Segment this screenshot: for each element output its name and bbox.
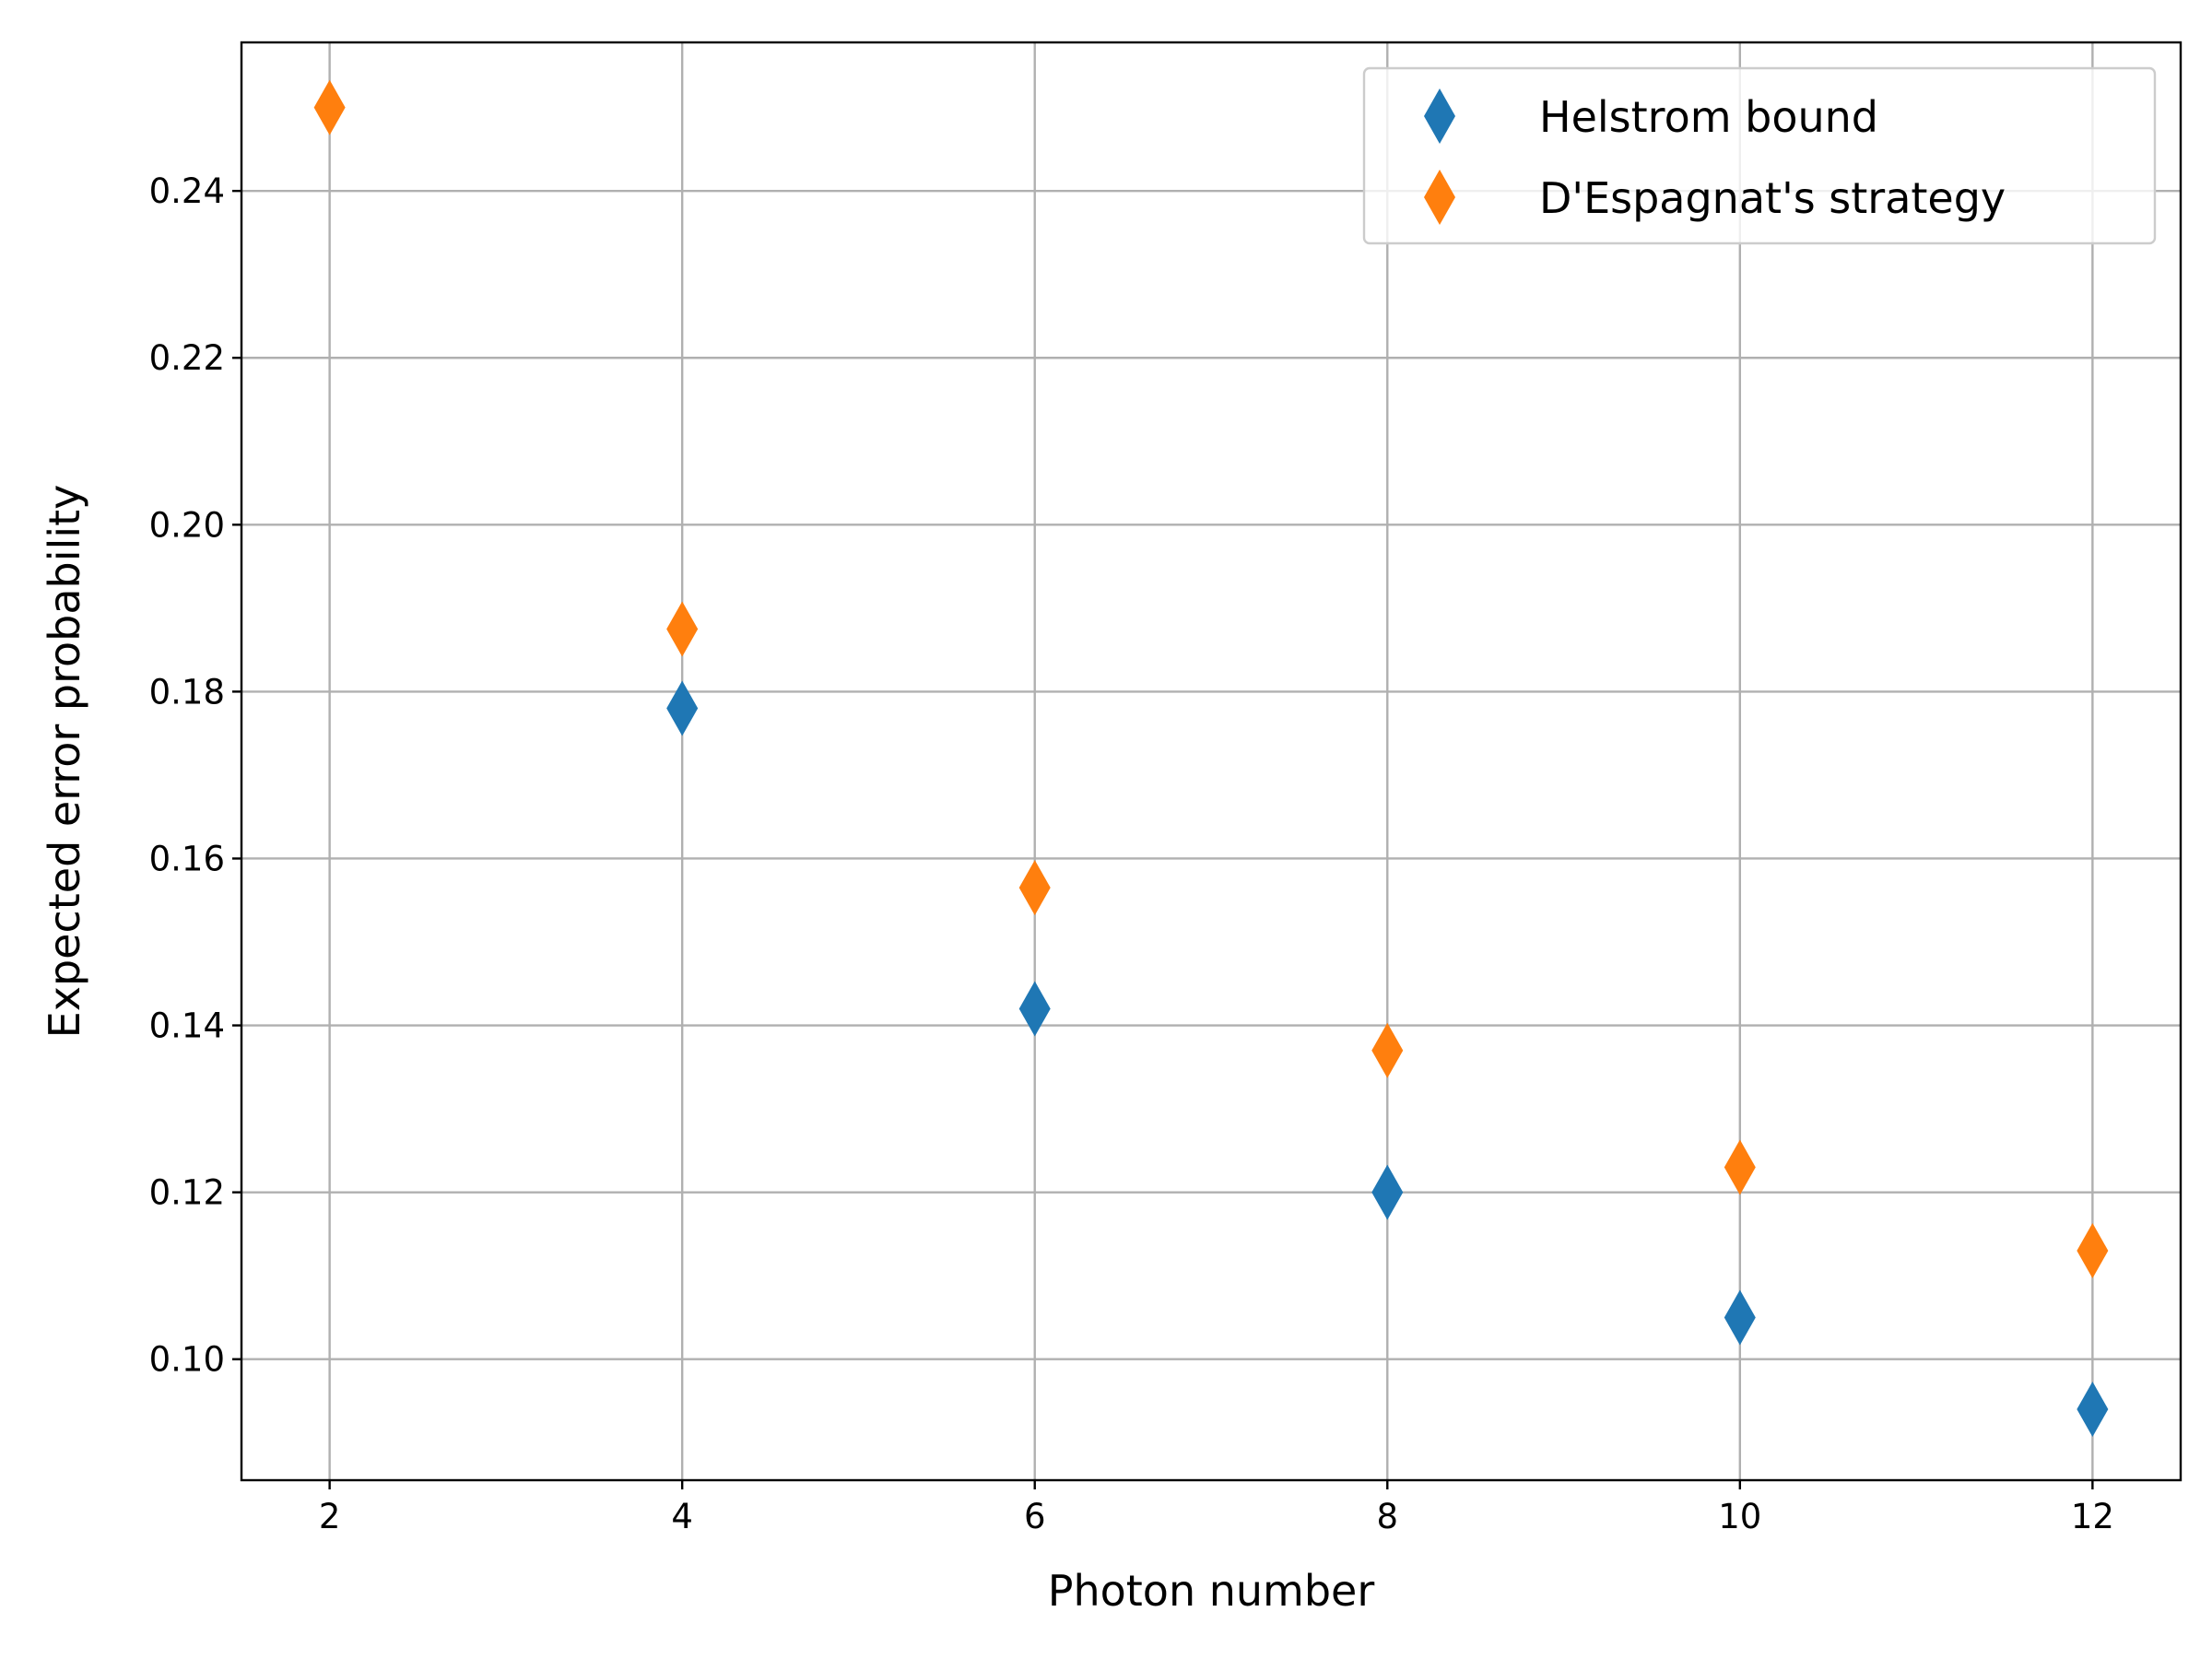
data-point-series-0: [2077, 1382, 2109, 1438]
y-tick-label: 0.22: [149, 338, 225, 378]
x-tick-label: 4: [671, 1497, 693, 1536]
data-point-series-0: [1018, 981, 1051, 1037]
y-tick-label: 0.10: [149, 1340, 225, 1380]
legend-label: D'Espagnat's strategy: [1539, 173, 2006, 223]
x-tick-label: 2: [319, 1497, 341, 1536]
y-tick-label: 0.20: [149, 505, 225, 545]
data-point-series-1: [1018, 860, 1051, 916]
x-tick-label: 12: [2071, 1497, 2114, 1536]
data-point-series-1: [1371, 1022, 1404, 1078]
data-point-series-1: [1724, 1139, 1756, 1195]
data-point-series-1: [313, 79, 346, 135]
y-tick-label: 0.24: [149, 171, 225, 211]
data-markers: [313, 79, 2109, 1438]
x-tick-label: 10: [1718, 1497, 1761, 1536]
data-point-series-1: [666, 601, 699, 657]
plot-frame: [240, 41, 2183, 1482]
y-axis-label: Expected error probability: [40, 485, 89, 1039]
legend-marker: [1424, 88, 1455, 144]
data-point-series-0: [1724, 1289, 1756, 1346]
x-tick-label: 6: [1024, 1497, 1046, 1536]
x-tick-label: 8: [1376, 1497, 1398, 1536]
legend-box: [1362, 66, 2157, 245]
axis-ticks: 2 4 6 8 10 12 0.10 0.12 0.14 0.16 0.18 0.20 0.22 0.24: [149, 171, 2114, 1536]
y-tick-label: 0.14: [149, 1006, 225, 1046]
legend-label: Helstrom bound: [1539, 92, 1878, 142]
x-axis-label: Photon number: [1048, 1566, 1375, 1616]
legend: Helstrom bound D'Espagnat's strategy: [1362, 66, 2157, 245]
y-tick-label: 0.16: [149, 839, 225, 878]
legend-marker: [1424, 170, 1455, 225]
data-point-series-0: [1371, 1164, 1404, 1220]
data-point-series-0: [666, 680, 699, 736]
y-tick-label: 0.12: [149, 1173, 225, 1213]
data-point-series-1: [2077, 1223, 2109, 1279]
y-tick-label: 0.18: [149, 672, 225, 712]
